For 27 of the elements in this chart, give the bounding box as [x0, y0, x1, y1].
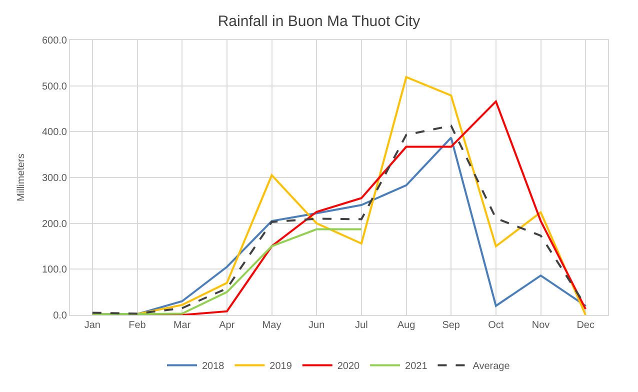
x-tick-label: Oct	[488, 320, 504, 331]
x-tick-label: Feb	[128, 320, 146, 331]
x-tick-label: Nov	[532, 320, 550, 331]
legend-label: 2021	[405, 361, 428, 372]
legend-label: 2020	[337, 361, 360, 372]
legend-label: Average	[472, 361, 510, 372]
x-tick-label: Aug	[397, 320, 416, 331]
legend-label: 2019	[270, 361, 292, 372]
legend-label: 2018	[202, 361, 225, 372]
y-tick-label: 200.0	[42, 218, 68, 230]
x-tick-label: Jun	[308, 320, 325, 331]
y-tick-label: 400.0	[42, 127, 68, 138]
chart-title: Rainfall in Buon Ma Thuot City	[218, 13, 421, 30]
x-tick-label: Dec	[576, 320, 594, 331]
y-tick-label: 600.0	[42, 36, 68, 46]
y-tick-label: 0.0	[53, 310, 68, 322]
y-tick-label: 500.0	[42, 81, 68, 92]
x-tick-label: Apr	[219, 320, 236, 331]
x-tick-label: Sep	[442, 320, 460, 331]
y-axis-title: Millimeters	[16, 154, 27, 202]
x-tick-label: Mar	[173, 320, 192, 331]
x-tick-label: May	[262, 320, 282, 331]
x-tick-label: Jul	[355, 320, 368, 331]
x-tick-label: Jan	[84, 320, 100, 331]
y-tick-label: 300.0	[42, 173, 68, 184]
y-tick-label: 100.0	[42, 264, 68, 276]
line-series	[91, 228, 362, 315]
